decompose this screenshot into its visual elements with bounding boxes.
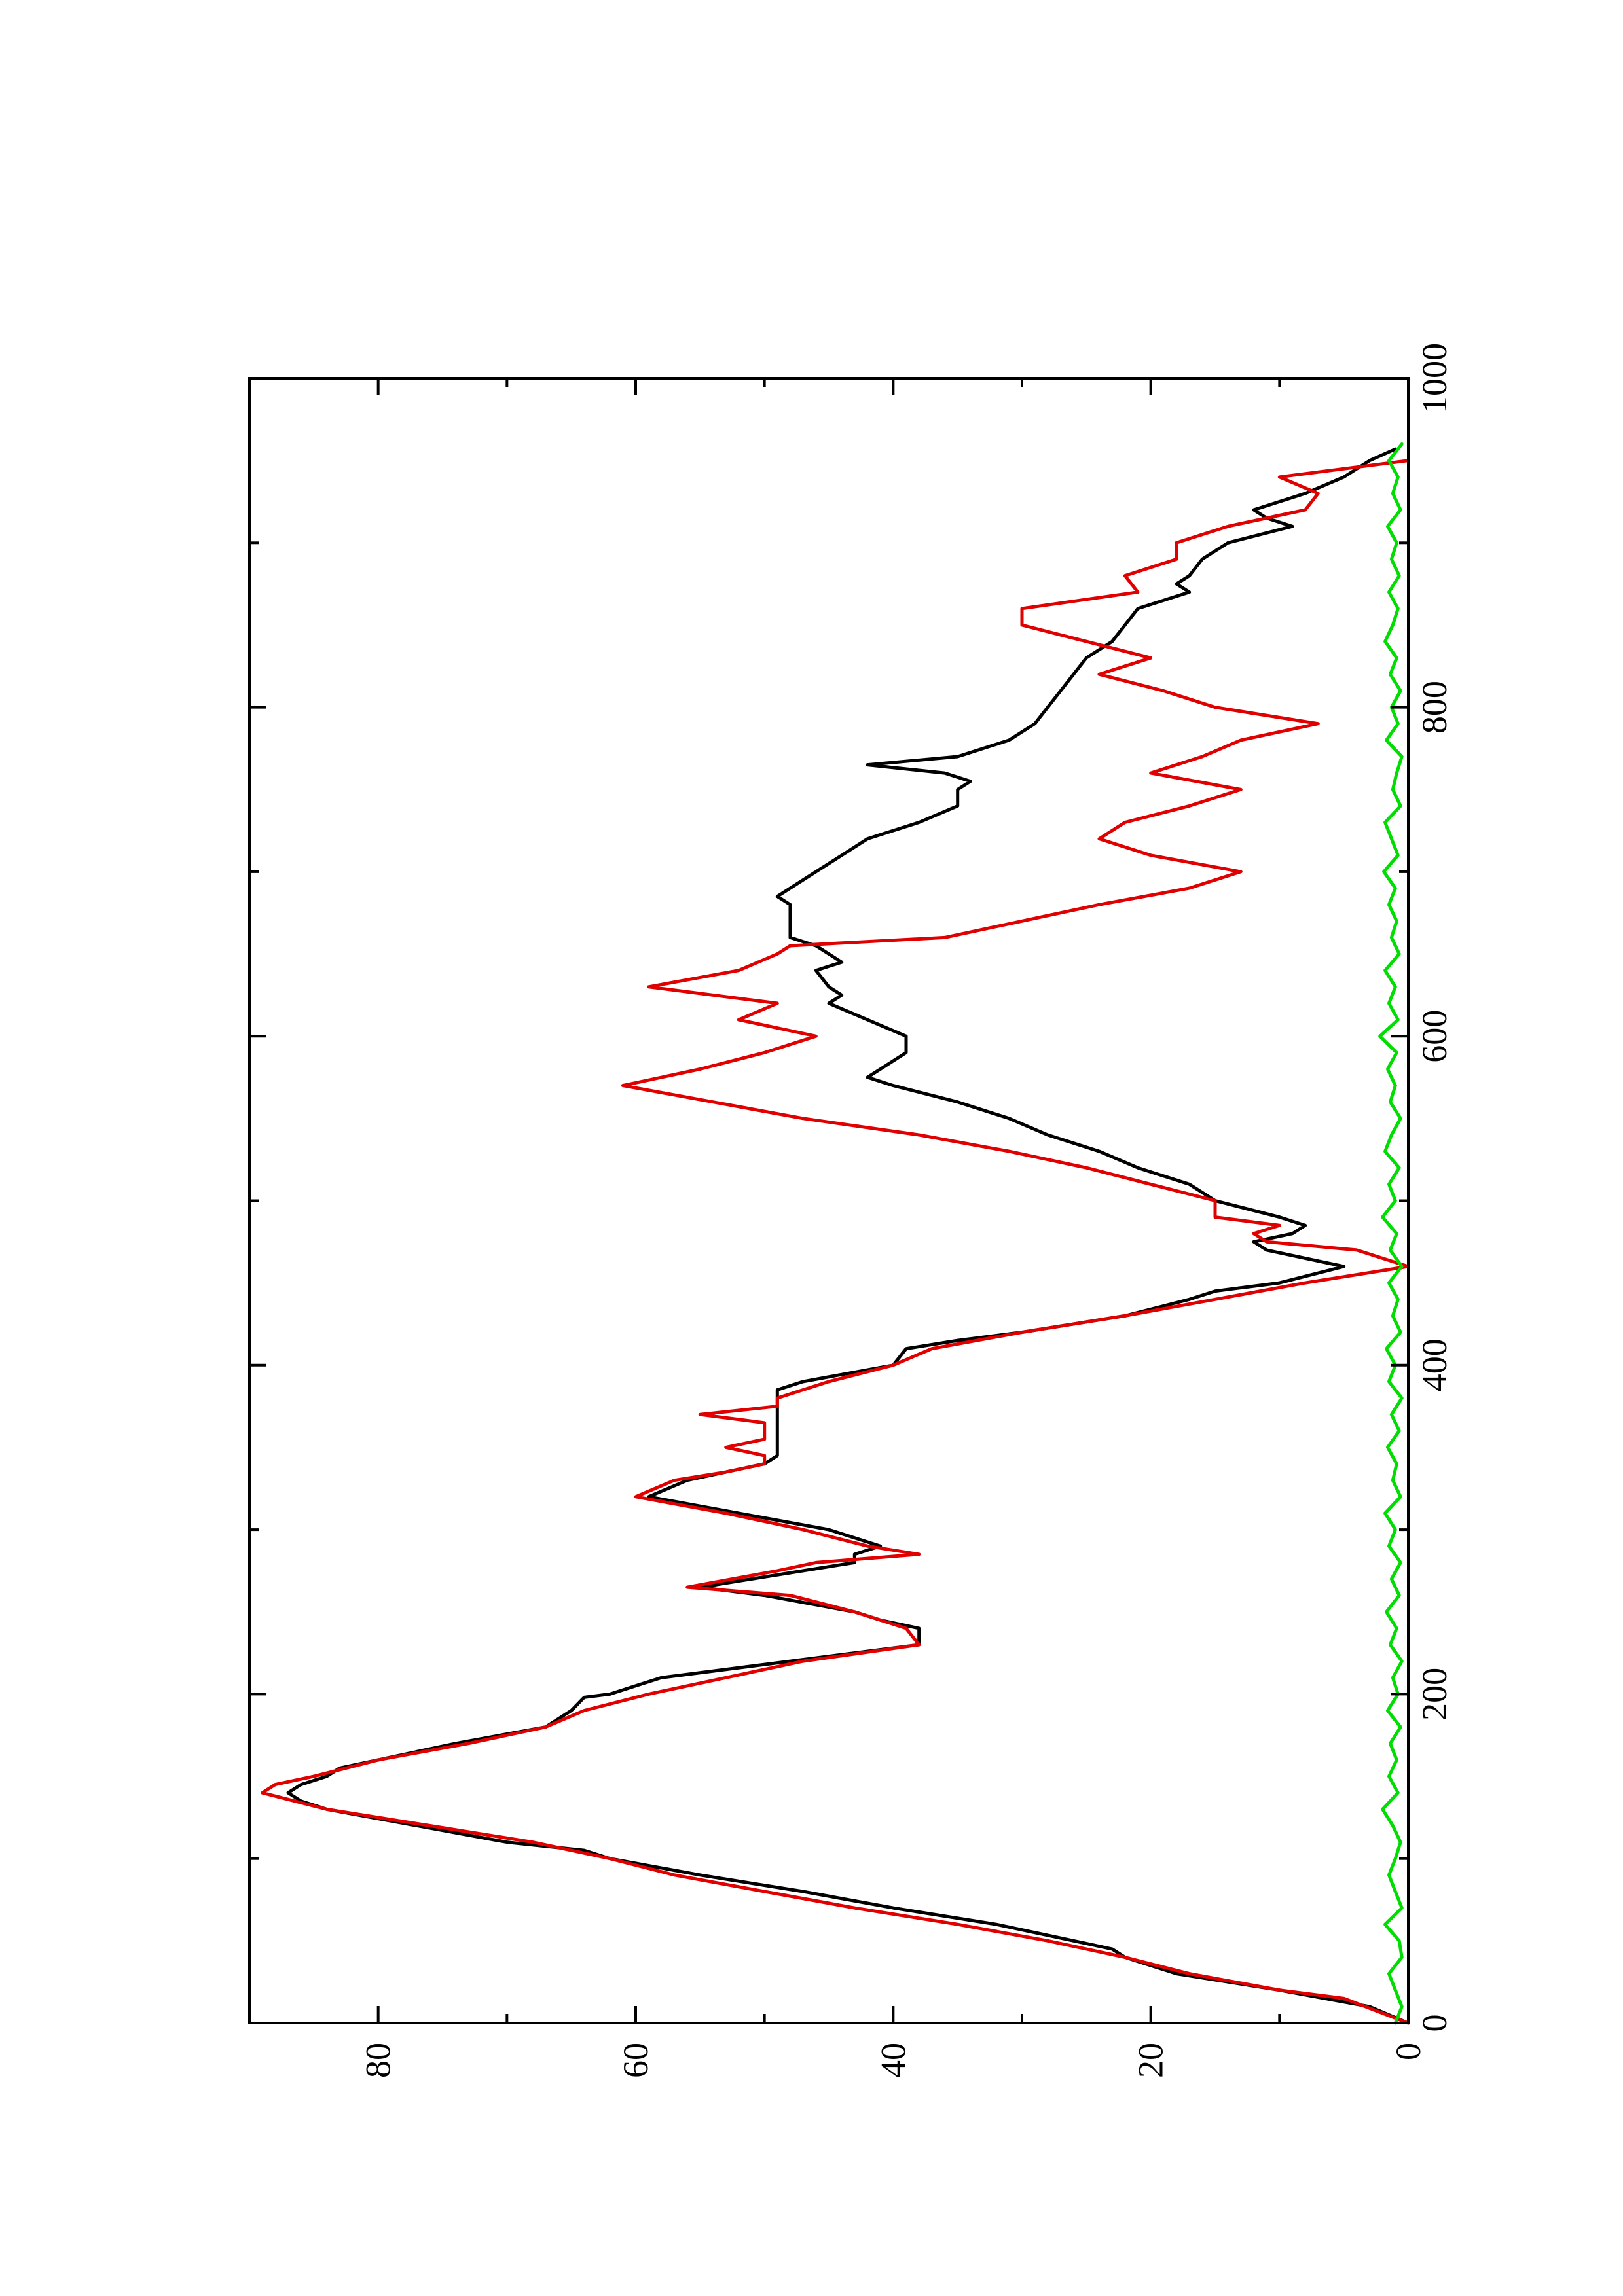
x-tick-label: 1000 — [1415, 343, 1454, 414]
y-tick-label: 80 — [359, 2043, 398, 2078]
x-tick-label: 200 — [1415, 1668, 1454, 1721]
y-tick-label: 40 — [873, 2043, 913, 2078]
y-tick-label: 0 — [1389, 2043, 1428, 2060]
plot-frame — [248, 377, 1410, 2024]
x-tick-label: 600 — [1415, 1010, 1454, 1063]
x-tick-label: 0 — [1415, 2015, 1454, 2032]
series-line-2 — [261, 459, 1410, 2025]
y-tick-label: 60 — [616, 2043, 655, 2078]
y-tick-label: 20 — [1131, 2043, 1171, 2078]
x-tick-label: 400 — [1415, 1338, 1454, 1391]
label-layer: 0 200 400 600 800 1000 0 20 40 60 80 — [359, 343, 1454, 2078]
x-tick-label: 800 — [1415, 681, 1454, 734]
